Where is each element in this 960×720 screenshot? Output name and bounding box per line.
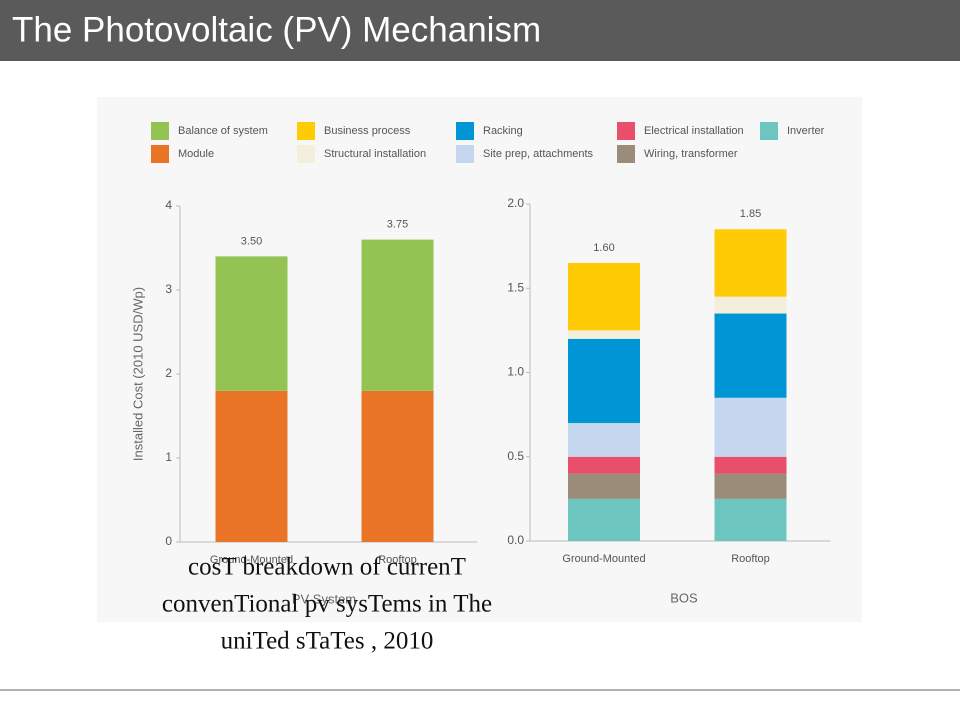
legend-swatch: [151, 145, 169, 163]
legend-label: Module: [178, 148, 214, 160]
x-axis-label: PV System: [292, 591, 356, 606]
caption-line: convenTional pv sysTems in The: [162, 591, 492, 618]
legend-label: Structural installation: [324, 148, 426, 160]
legend-swatch: [456, 122, 474, 140]
caption-line: uniTed sTaTes , 2010: [221, 628, 434, 655]
bar-segment: [568, 473, 640, 499]
y-tick-label: 2: [165, 366, 172, 380]
legend-swatch: [760, 122, 778, 140]
bar-segment: [568, 330, 640, 339]
legend-label: Balance of system: [178, 125, 268, 137]
legend-label: Racking: [483, 125, 523, 137]
legend-label: Inverter: [787, 125, 825, 137]
bar-segment: [714, 313, 787, 398]
bar-segment: [361, 390, 434, 542]
legend-swatch: [456, 145, 474, 163]
bar-segment: [568, 456, 640, 474]
bar-segment: [714, 229, 787, 297]
total-label: 3.50: [241, 235, 262, 247]
bar-segment: [714, 296, 787, 314]
bar-segment: [215, 256, 288, 391]
x-tick-label: Rooftop: [378, 554, 417, 566]
y-tick-label: 2.0: [507, 196, 524, 210]
caption: cosT breakdown of currenT convenTional pv…: [162, 554, 492, 655]
legend-label: Business process: [324, 125, 411, 137]
legend-swatch: [151, 122, 169, 140]
x-tick-label: Ground-Mounted: [562, 553, 645, 565]
legend-swatch: [297, 145, 315, 163]
bar-segment: [568, 498, 640, 541]
x-tick-label: Rooftop: [731, 553, 770, 565]
legend-swatch: [297, 122, 315, 140]
bar-segment: [568, 338, 640, 424]
y-tick-label: 0.5: [507, 449, 524, 463]
legend-swatch: [617, 145, 635, 163]
y-tick-label: 4: [165, 198, 172, 212]
y-tick-label: 0.0: [507, 533, 524, 547]
bar-segment: [568, 262, 640, 331]
bar-segment: [714, 498, 787, 541]
bar-segment: [714, 397, 787, 457]
bar-segment: [714, 473, 787, 499]
total-label: 1.85: [740, 208, 761, 220]
header-bar: [0, 0, 960, 61]
caption-line: cosT breakdown of currenT: [188, 554, 466, 581]
total-label: 1.60: [593, 242, 614, 254]
legend-swatch: [617, 122, 635, 140]
charts: 0 1 2 3 4 3.50 Ground-Mounted 3.75 Rooftop PV Sys…: [130, 122, 831, 606]
y-tick-label: 0: [165, 534, 172, 548]
bar-segment: [215, 390, 288, 542]
x-axis-label: BOS: [670, 590, 698, 605]
total-label: 3.75: [387, 219, 408, 231]
bar-segment: [361, 239, 434, 391]
y-axis-label: Installed Cost (2010 USD/Wp): [130, 287, 145, 461]
legend-label: Site prep, attachments: [483, 148, 594, 160]
bar-segment: [714, 456, 787, 474]
y-tick-label: 1.5: [507, 280, 524, 294]
y-tick-label: 1: [165, 450, 172, 464]
slide-title: The Photovoltaic (PV) Mechanism: [12, 10, 541, 49]
y-tick-label: 1.0: [507, 365, 524, 379]
y-tick-label: 3: [165, 282, 172, 296]
x-tick-label: Ground-Mounted: [210, 554, 293, 566]
legend-label: Wiring, transformer: [644, 148, 738, 160]
legend-label: Electrical installation: [644, 125, 744, 137]
bar-segment: [568, 423, 640, 457]
